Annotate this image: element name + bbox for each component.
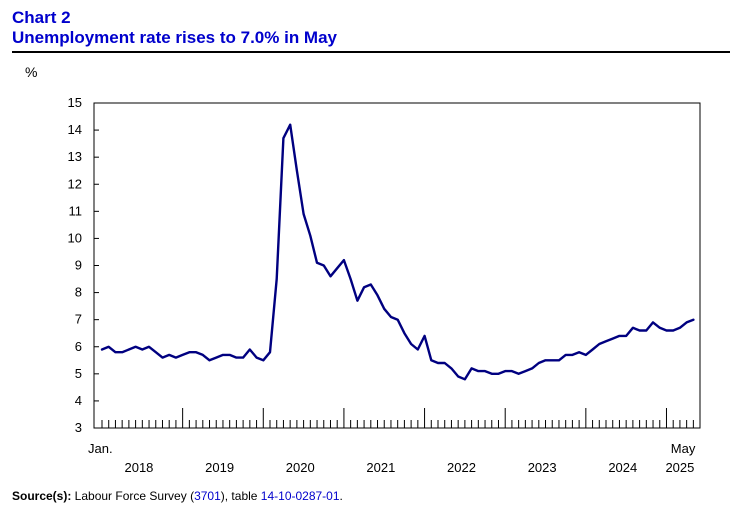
line-chart: 3 4 5 6 7 8 9 10 11 12 13 14 15% 2018 2019 2020 2021 2022… xyxy=(25,64,701,475)
title-divider xyxy=(12,51,730,53)
y-axis-label: % xyxy=(25,64,37,80)
y-tick-label: 4 xyxy=(75,393,82,408)
x-year-label: 2023 xyxy=(528,460,557,475)
y-tick-label: 6 xyxy=(75,339,82,354)
y-tick-label: 15 xyxy=(68,95,82,110)
chart-title: Unemployment rate rises to 7.0% in May xyxy=(12,28,337,47)
source-label: Source(s): xyxy=(12,489,72,503)
x-start-label: Jan. xyxy=(88,441,113,456)
x-year-label: 2025 xyxy=(665,460,694,475)
y-tick-label: 11 xyxy=(69,203,83,218)
y-tick-label: 10 xyxy=(68,230,82,245)
source-note: Source(s): Labour Force Survey (3701), t… xyxy=(12,489,343,503)
source-text-middle: ), table xyxy=(220,489,261,503)
y-tick-label: 13 xyxy=(68,149,82,164)
y-tick-label: 14 xyxy=(68,122,82,137)
plot-frame xyxy=(93,102,701,429)
x-year-label: 2019 xyxy=(205,460,234,475)
x-year-label: 2022 xyxy=(447,460,476,475)
source-text-after: . xyxy=(339,489,343,503)
x-year-label: 2024 xyxy=(608,460,637,475)
x-end-label: May xyxy=(671,441,696,456)
survey-number-link[interactable]: 3701 xyxy=(194,489,221,503)
y-tick-label: 5 xyxy=(75,366,82,381)
y-tick-label: 7 xyxy=(75,312,82,327)
x-year-label: 2021 xyxy=(366,460,395,475)
chart-number: Chart 2 xyxy=(12,8,71,27)
y-tick-label: 3 xyxy=(75,420,82,435)
source-text-before: Labour Force Survey ( xyxy=(71,489,195,503)
x-year-label: 2020 xyxy=(286,460,315,475)
y-tick-label: 8 xyxy=(75,285,82,300)
x-year-label: 2018 xyxy=(124,460,153,475)
y-tick-label: 12 xyxy=(68,176,82,191)
unemployment-rate-line xyxy=(100,123,695,381)
table-number-link[interactable]: 14-10-0287-01 xyxy=(260,489,340,503)
y-tick-label: 9 xyxy=(75,258,82,273)
title-block: Chart 2 Unemployment rate rises to 7.0% … xyxy=(12,8,730,48)
